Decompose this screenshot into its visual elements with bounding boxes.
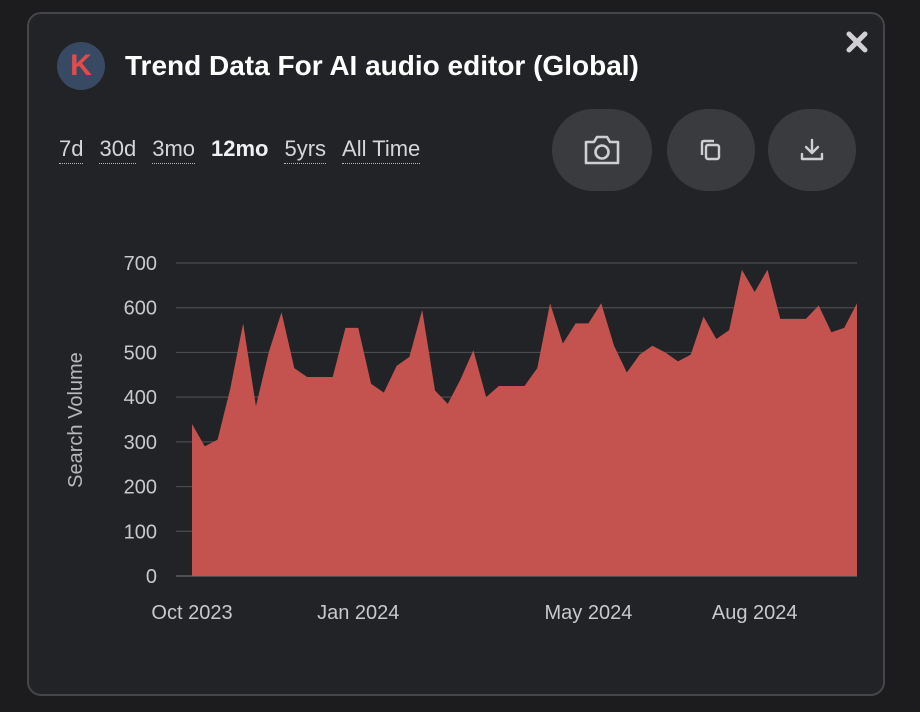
y-tick-label: 700 <box>124 253 157 275</box>
y-tick-label: 100 <box>124 521 157 543</box>
x-tick-label: May 2024 <box>545 602 633 624</box>
close-icon[interactable] <box>843 28 871 56</box>
download-button[interactable] <box>768 109 856 191</box>
copy-button[interactable] <box>667 109 755 191</box>
range-7d[interactable]: 7d <box>59 136 84 164</box>
range-all-time[interactable]: All Time <box>342 136 421 164</box>
y-tick-label: 600 <box>124 298 157 320</box>
screenshot-button[interactable] <box>552 109 652 191</box>
copy-icon <box>700 139 721 161</box>
y-tick-label: 500 <box>124 342 157 364</box>
y-axis-ticks: 0 100 200 300 400 500 600 700 <box>124 253 157 588</box>
page-title: Trend Data For AI audio editor (Global) <box>125 50 639 81</box>
range-5yrs[interactable]: 5yrs <box>284 136 327 164</box>
range-3mo[interactable]: 3mo <box>152 136 195 164</box>
time-range-selector: 7d 30d 3mo 12mo 5yrs All Time <box>59 136 436 164</box>
y-axis-title: Search Volume <box>65 352 87 488</box>
range-30d[interactable]: 30d <box>99 136 137 164</box>
y-tick-label: 400 <box>124 387 157 409</box>
y-tick-label: 200 <box>124 477 157 499</box>
y-tick-label: 0 <box>146 566 157 588</box>
x-axis-ticks: Oct 2023 Jan 2024 May 2024 Aug 2024 <box>151 602 797 624</box>
area-series <box>192 269 857 576</box>
download-icon <box>800 138 824 161</box>
x-tick-label: Jan 2024 <box>317 602 399 624</box>
logo-letter: K <box>70 49 92 82</box>
x-tick-label: Oct 2023 <box>151 602 232 624</box>
camera-icon <box>584 135 620 165</box>
logo: K <box>57 42 105 90</box>
y-tick-label: 300 <box>124 432 157 454</box>
x-tick-label: Aug 2024 <box>712 602 798 624</box>
range-12mo[interactable]: 12mo <box>211 136 269 161</box>
